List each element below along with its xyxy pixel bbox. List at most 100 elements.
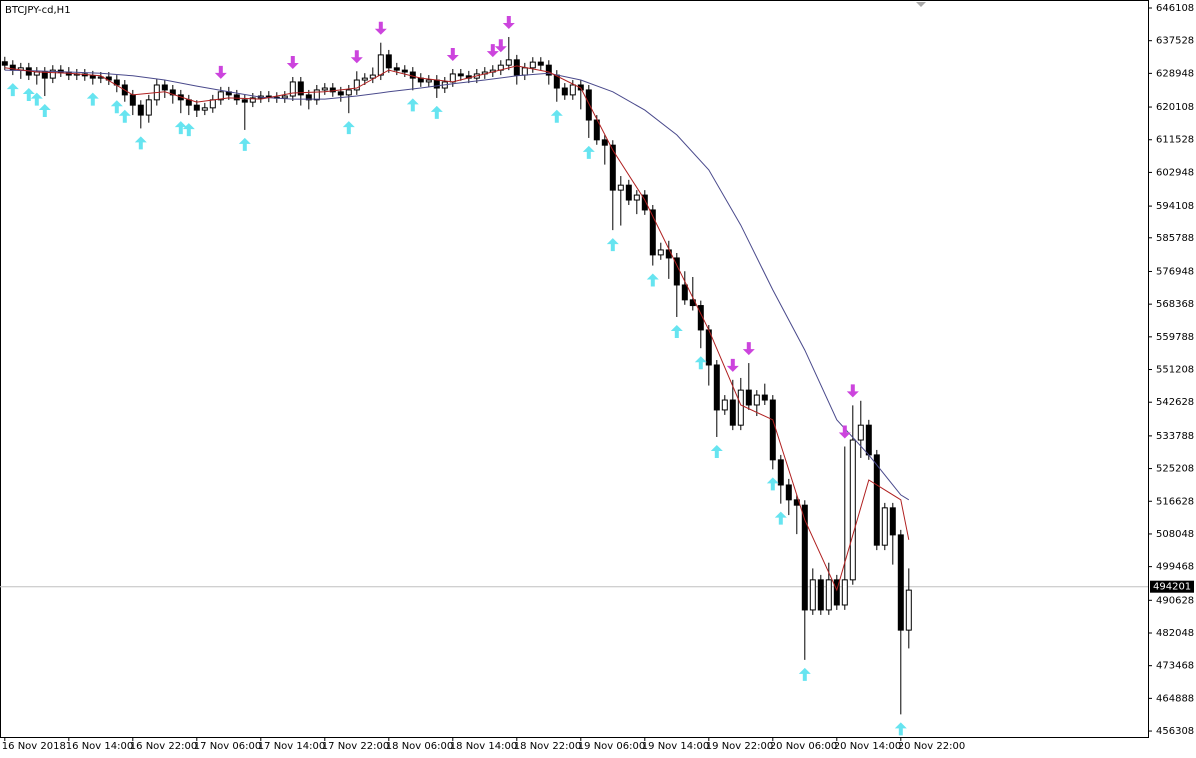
buy-arrow	[86, 92, 99, 106]
candle-body	[409, 71, 416, 79]
sell-arrow	[286, 55, 299, 69]
candle-body	[401, 69, 408, 73]
y-tick-label: 559788	[1156, 332, 1194, 343]
candle-body	[801, 504, 808, 611]
y-tick-label: 482048	[1156, 628, 1194, 639]
buy-arrow	[774, 511, 787, 525]
candle-body	[185, 99, 192, 106]
y-tick-label: 542628	[1156, 397, 1194, 408]
candle-body	[457, 73, 464, 77]
buy-arrow	[670, 324, 683, 338]
candle-body	[321, 87, 328, 91]
candle-body	[545, 64, 552, 76]
candle-body	[217, 91, 224, 101]
x-tick-label: 19 Nov 14:00	[642, 741, 709, 752]
candle-body	[241, 99, 248, 103]
candle-body	[761, 394, 768, 401]
candle-body	[361, 77, 368, 81]
y-tick-label: 456308	[1156, 726, 1194, 737]
last-price-label: 494201	[1153, 582, 1191, 593]
x-tick-label: 18 Nov 14:00	[450, 741, 517, 752]
candle-body	[425, 79, 432, 83]
y-tick-label: 473468	[1156, 661, 1194, 672]
plot-frame	[0, 0, 1149, 738]
candle-body	[249, 97, 256, 103]
sell-arrow	[502, 15, 515, 29]
candle-body	[601, 139, 608, 146]
last-price-box	[1150, 580, 1194, 593]
candle-body	[289, 81, 296, 97]
x-tick-label: 17 Nov 06:00	[194, 741, 261, 752]
candle-body	[353, 79, 360, 91]
buy-arrow	[6, 83, 19, 97]
sell-arrow	[446, 47, 459, 61]
buy-arrow	[406, 98, 419, 112]
buy-arrow	[174, 121, 187, 135]
buy-arrow	[894, 722, 907, 736]
candle-body	[633, 194, 640, 201]
candle-body	[377, 54, 384, 76]
candle-body	[889, 507, 896, 536]
buy-arrow	[798, 667, 811, 681]
buy-arrow	[118, 109, 131, 123]
candle-body	[393, 67, 400, 71]
y-tick-label: 620108	[1156, 102, 1194, 113]
y-tick-label: 533788	[1156, 431, 1194, 442]
candle-body	[233, 94, 240, 101]
x-tick-label: 19 Nov 06:00	[578, 741, 645, 752]
x-tick-label: 20 Nov 14:00	[834, 741, 901, 752]
moving-average	[4, 69, 910, 501]
shift-marker	[916, 2, 926, 7]
candle-body	[89, 75, 96, 79]
candle-body	[281, 95, 288, 99]
candle-body	[161, 84, 168, 91]
candle-body	[657, 249, 664, 256]
candle-body	[369, 74, 376, 79]
buy-arrow	[238, 137, 251, 151]
candle-body	[769, 399, 776, 461]
x-tick-label: 18 Nov 22:00	[514, 741, 581, 752]
buy-arrow	[766, 477, 779, 491]
candle-body	[729, 399, 736, 426]
x-tick-label: 16 Nov 2018	[2, 741, 66, 752]
buy-arrow	[550, 109, 563, 123]
candle-body	[521, 67, 528, 76]
buy-arrow	[646, 273, 659, 287]
sell-arrow	[838, 425, 851, 439]
y-tick-label: 602948	[1156, 167, 1194, 178]
sell-arrow	[742, 342, 755, 356]
candle-body	[809, 579, 816, 611]
buy-arrow	[582, 145, 595, 159]
candle-body	[313, 89, 320, 101]
candle-body	[753, 394, 760, 406]
candle-body	[201, 107, 208, 111]
sell-arrow	[350, 50, 363, 64]
candle-body	[137, 104, 144, 116]
chart-title: BTCJPY-cd,H1	[5, 5, 71, 16]
x-tick-label: 20 Nov 22:00	[898, 741, 965, 752]
sell-arrow	[486, 44, 499, 58]
candle-body	[561, 87, 568, 96]
y-tick-label: 464888	[1156, 693, 1194, 704]
candle-body	[193, 104, 200, 111]
buy-arrow	[710, 444, 723, 458]
buy-arrow	[38, 104, 51, 118]
candle-body	[681, 284, 688, 301]
y-tick-label: 594108	[1156, 201, 1194, 212]
candle-body	[609, 144, 616, 191]
candle-body	[345, 89, 352, 96]
sell-arrow	[214, 65, 227, 79]
candle-body	[329, 87, 336, 93]
candle-body	[825, 579, 832, 611]
x-tick-label: 16 Nov 14:00	[66, 741, 133, 752]
y-tick-label: 499468	[1156, 562, 1194, 573]
buy-arrow	[694, 356, 707, 370]
sell-arrow	[726, 358, 739, 372]
candle-body	[385, 54, 392, 69]
candle-body	[881, 507, 888, 546]
y-tick-label: 516628	[1156, 496, 1194, 507]
y-tick-label: 551208	[1156, 365, 1194, 376]
y-tick-label: 611528	[1156, 135, 1194, 146]
buy-arrow	[182, 123, 195, 137]
